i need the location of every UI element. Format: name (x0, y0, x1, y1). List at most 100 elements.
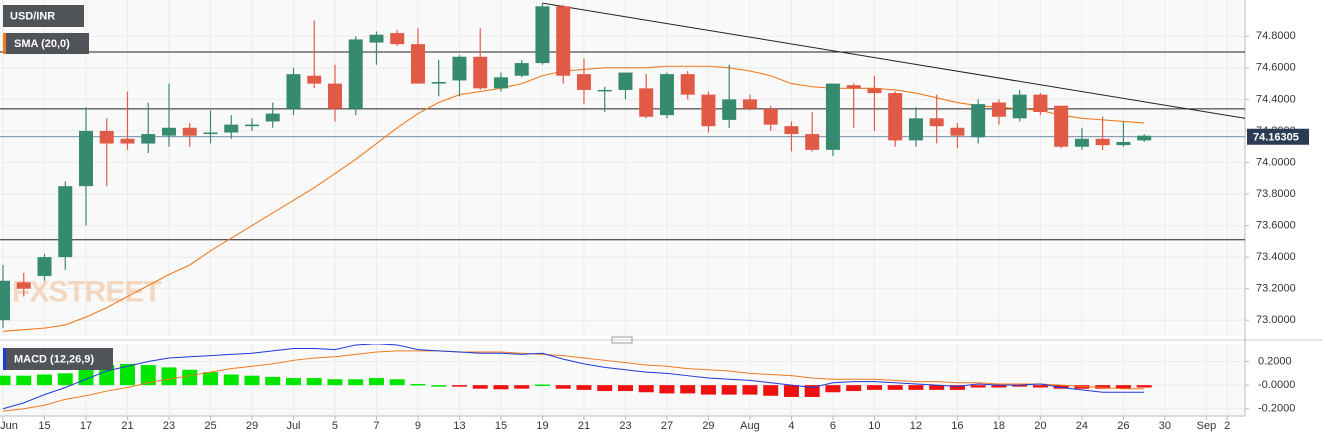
x-tick-label: 12 (910, 420, 922, 432)
trend-line (542, 2, 1245, 119)
macd-histogram-bar (16, 375, 32, 386)
candle-body (991, 102, 1006, 117)
candle-body (182, 127, 197, 136)
macd-histogram-bar (140, 365, 156, 386)
macd-histogram-bar (576, 385, 592, 390)
macd-histogram-bar (721, 385, 737, 395)
candle-body (680, 74, 695, 95)
macd-histogram-bar (1012, 385, 1028, 387)
macd-histogram-bar (825, 385, 841, 393)
last-price-label: 74.16305 (1253, 132, 1299, 144)
macd-histogram-bar (368, 378, 384, 386)
candle-body (1095, 138, 1110, 146)
candle-body (535, 6, 550, 64)
x-tick-label: 5 (332, 420, 338, 432)
macd-histogram-bar (783, 385, 799, 397)
candle-body (929, 118, 944, 127)
x-tick-label: 26 (1117, 420, 1129, 432)
macd-histogram-bar (306, 378, 322, 386)
candle-body (58, 186, 73, 258)
candle-body (431, 82, 446, 84)
candle-body (493, 77, 508, 89)
candle-body (597, 89, 612, 92)
candle-body (327, 83, 342, 109)
x-tick-label: 9 (415, 420, 421, 432)
resize-handle[interactable] (611, 336, 633, 344)
y-tick-label: 74.4000 (1256, 93, 1296, 105)
legend-swatch (3, 33, 6, 54)
candle-body (867, 88, 882, 94)
macd-histogram-bar (908, 385, 924, 390)
x-tick-label: 4 (788, 420, 794, 432)
macd-histogram-bar (617, 385, 633, 392)
x-tick-label: 29 (246, 420, 258, 432)
macd-histogram-bar (1053, 385, 1069, 389)
sma-line (2, 65, 1145, 332)
macd-histogram-bar (265, 376, 281, 386)
candle-body (99, 130, 114, 144)
y-tick-label: 73.2000 (1256, 283, 1296, 295)
macd-histogram-bar (659, 385, 675, 394)
macd-histogram-bar (1095, 385, 1111, 389)
macd-histogram-bar (244, 375, 260, 386)
candle-body (763, 108, 778, 125)
last-price-box (1247, 128, 1309, 145)
x-tick-label: 13 (453, 420, 465, 432)
candle-body (1074, 138, 1089, 147)
x-tick-label: 23 (163, 420, 175, 432)
candle-body (452, 56, 467, 81)
macd-histogram-bar (970, 385, 986, 388)
macd-line (2, 344, 1145, 410)
candle-body (307, 75, 322, 84)
plot-area (0, 344, 1245, 416)
macd-histogram-bar (119, 363, 135, 386)
macd-histogram-bar (182, 369, 198, 386)
macd-histogram-bar (410, 383, 426, 386)
plot-area: FXSTREET (0, 0, 1245, 336)
y-tick-label: -0.0000 (1258, 379, 1295, 391)
macd-histogram-bar (223, 374, 239, 386)
macd-histogram-bar (161, 367, 177, 386)
candle-body (286, 74, 301, 109)
x-tick-label: Jul (286, 420, 300, 432)
macd-histogram-bar (451, 385, 467, 387)
macd-histogram-bar (285, 378, 301, 386)
macd-histogram-bar (1115, 385, 1131, 389)
candle-body (514, 63, 529, 76)
candle-body (825, 83, 840, 150)
main-panel (0, 0, 1245, 336)
macd-histogram-bar (866, 385, 882, 390)
candle-body (659, 74, 674, 116)
y-tick-label: 73.6000 (1256, 219, 1296, 231)
y-tick-label: -0.2000 (1258, 403, 1295, 415)
candle-body (224, 124, 239, 133)
candle-body (971, 104, 986, 138)
x-tick-label: Sep (1197, 420, 1217, 432)
candle-body (556, 6, 571, 76)
x-tick-label: 18 (993, 420, 1005, 432)
candle-body (639, 88, 654, 117)
macd-histogram-bar (493, 385, 509, 390)
candle-body (1137, 135, 1152, 141)
candle-body (701, 94, 716, 127)
macd-histogram-bar (202, 372, 218, 386)
macd-histogram-bar (991, 385, 1007, 388)
macd-histogram-bar (431, 385, 447, 387)
x-tick-label: 6 (830, 420, 836, 432)
x-tick-label: 15 (495, 420, 507, 432)
candle-body (742, 99, 757, 109)
macd-histogram-bar (534, 384, 550, 387)
macd-histogram-bar (638, 385, 654, 393)
candle-body (1012, 94, 1027, 119)
y-tick-label: 73.0000 (1256, 314, 1296, 326)
x-tick-label: 2 (1224, 420, 1230, 432)
candle-body (410, 44, 425, 84)
macd-histogram-bar (949, 385, 965, 390)
candle-body (618, 72, 633, 90)
x-tick-label: 30 (1159, 420, 1171, 432)
y-tick-label: 73.4000 (1256, 251, 1296, 263)
x-tick-label: 21 (121, 420, 133, 432)
x-tick-label: 15 (38, 420, 50, 432)
x-tick-label: 10 (868, 420, 880, 432)
candle-body (16, 282, 31, 289)
